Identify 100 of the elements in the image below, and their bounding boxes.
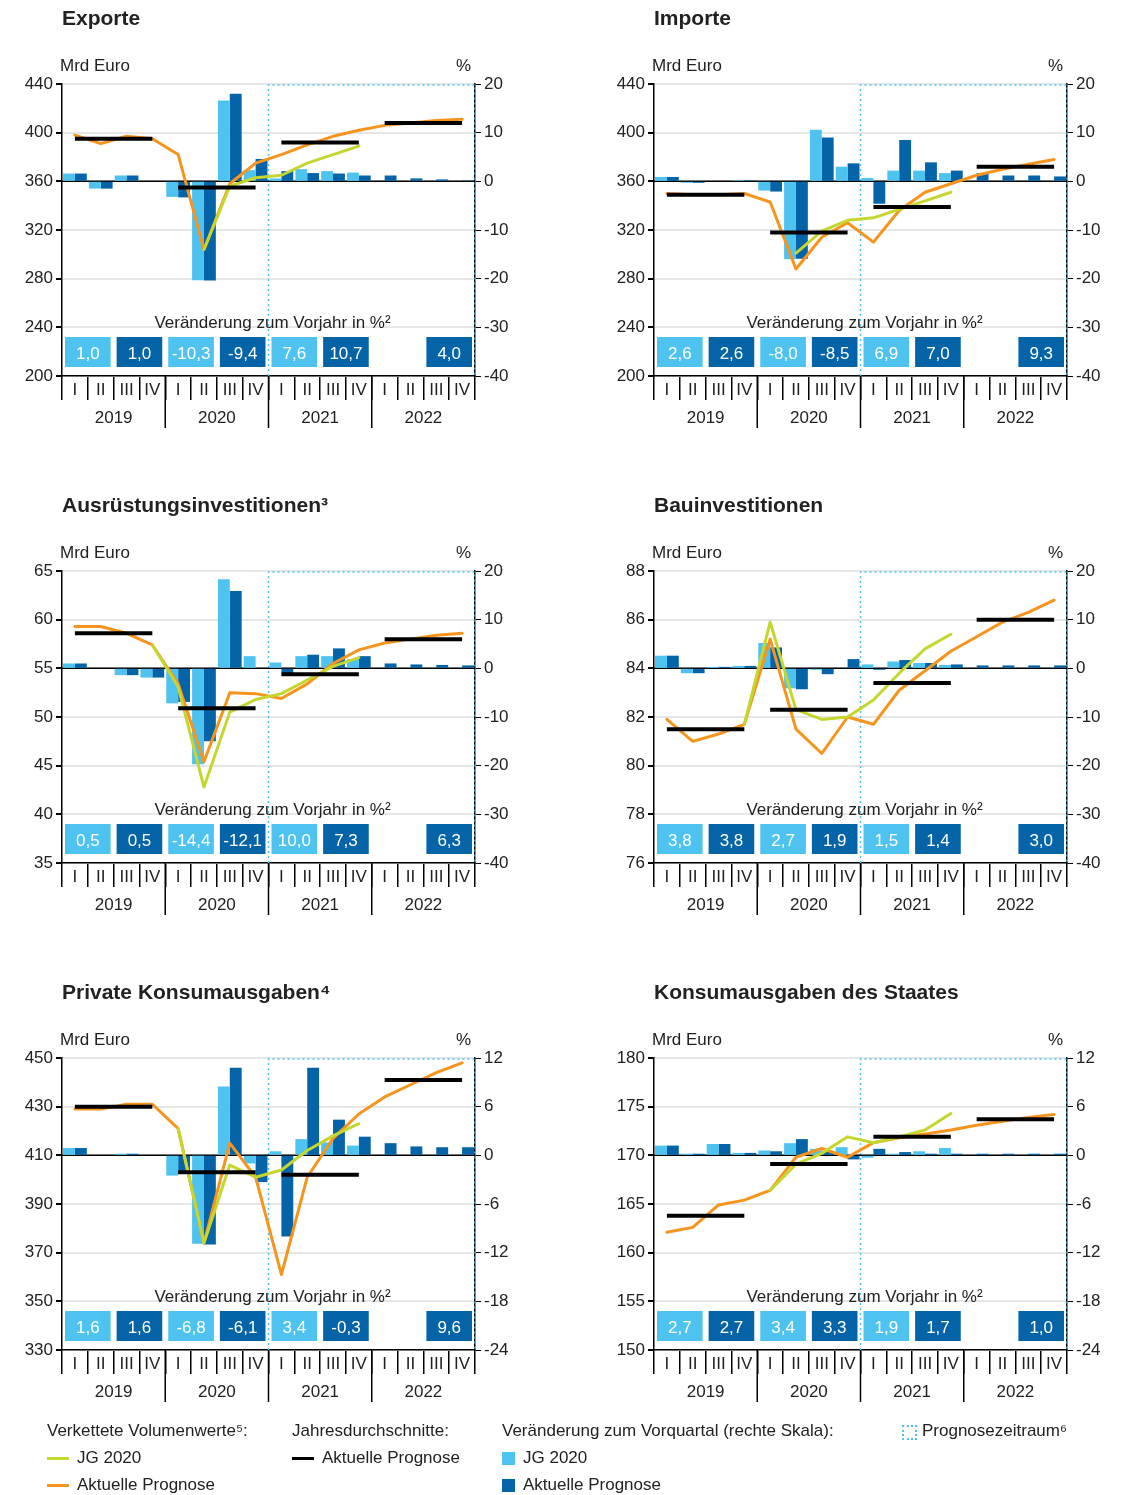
x-tick-label: II — [894, 379, 904, 399]
bar — [1054, 665, 1066, 668]
annotation: -9,4 — [228, 344, 258, 363]
text: 2020 — [789, 408, 828, 427]
y-tick-label: 160 — [616, 1242, 645, 1262]
x-tick-label: II — [302, 379, 312, 399]
annotation: 0,5 — [127, 831, 152, 850]
bar — [384, 1143, 397, 1155]
chart-title: Ausrüstungsinvestitionen³ — [62, 493, 329, 517]
y2-tick-label: 12 — [1076, 1047, 1095, 1067]
x-tick-label: III — [119, 1353, 134, 1373]
bar — [295, 656, 308, 668]
bar — [217, 100, 230, 181]
y2-tick-label: 10 — [1076, 122, 1095, 142]
y2-tick-label: -10 — [1076, 219, 1101, 239]
bar — [88, 181, 101, 189]
x-tick-label: III — [222, 866, 237, 886]
x-tick-label: III — [814, 379, 829, 399]
bar — [770, 1151, 783, 1155]
legend-label: Aktuelle Prognose — [77, 1475, 215, 1494]
bar — [436, 1147, 449, 1155]
bar — [74, 1148, 87, 1155]
y-tick-label: 40 — [34, 804, 53, 824]
annotation: -8,5 — [820, 344, 850, 363]
bar — [100, 181, 113, 189]
bar — [835, 166, 848, 181]
y-axis-title: Mrd Euro — [60, 56, 130, 75]
y2-tick-label: 6 — [1076, 1096, 1086, 1116]
x-tick-label: III — [711, 866, 726, 886]
text: 2019 — [686, 1382, 725, 1401]
annotation: 3,0 — [1029, 831, 1054, 850]
x-tick-label: II — [405, 379, 416, 399]
bar — [795, 668, 808, 690]
annotation: -6,1 — [228, 1318, 258, 1337]
y2-tick-label: -40 — [484, 365, 509, 385]
x-tick-label: III — [325, 379, 341, 399]
x-tick-label: IV — [350, 379, 368, 399]
y2-tick-label: -20 — [1076, 268, 1101, 288]
y-tick-label: 55 — [34, 658, 53, 678]
x-tick-label: III — [814, 1353, 829, 1373]
y2-tick-label: -10 — [484, 706, 509, 726]
x-tick-label: I — [767, 1353, 773, 1373]
y-tick-label: 280 — [24, 268, 53, 288]
bar — [166, 181, 179, 197]
bar — [346, 1145, 359, 1155]
x-tick-label: IV — [839, 379, 857, 399]
y2-tick-label: 0 — [1076, 171, 1086, 191]
bar — [758, 181, 771, 191]
y-tick-label: 330 — [24, 1339, 53, 1359]
annotation: 6,9 — [874, 344, 899, 363]
bar — [346, 172, 359, 181]
annotation: 1,0 — [127, 344, 152, 363]
annotation: -8,0 — [768, 344, 798, 363]
bar — [873, 181, 886, 204]
annotation: 2,7 — [667, 1318, 692, 1337]
y-axis-title: Mrd Euro — [60, 543, 130, 562]
chart-title: Exporte — [62, 6, 141, 30]
x-tick-label: I — [175, 1353, 181, 1373]
y2-tick-label: -12 — [1076, 1242, 1101, 1262]
annotation: 1,0 — [75, 344, 100, 363]
x-tick-label: III — [1021, 1353, 1036, 1373]
x-tick-label: I — [279, 379, 284, 399]
bar — [950, 664, 963, 668]
y-tick-label: 350 — [24, 1291, 53, 1311]
bar — [938, 664, 951, 668]
annotation: -10,3 — [171, 344, 211, 363]
text: Jahresdurchschnitte: — [292, 1421, 449, 1441]
y2-tick-label: 0 — [484, 171, 494, 191]
y-tick-label: 170 — [616, 1145, 645, 1165]
text: Verkettete Volumenwerte⁵: — [47, 1421, 248, 1441]
chart-title: Bauinvestitionen — [654, 493, 824, 517]
y2-axis-title: % — [455, 543, 471, 562]
text: 2021 — [301, 895, 340, 914]
bar — [307, 654, 320, 668]
x-tick-label: I — [72, 379, 78, 399]
bar — [821, 668, 834, 675]
y2-axis-title: % — [455, 1030, 471, 1049]
annotation: Veränderung zum Vorjahr in %² — [746, 1287, 983, 1306]
x-tick-label: II — [687, 866, 698, 886]
x-tick-label: II — [199, 379, 209, 399]
y2-axis-title: % — [1047, 543, 1063, 562]
bar — [899, 1152, 912, 1155]
y-tick-label: 390 — [24, 1193, 53, 1213]
annotation: 2,6 — [667, 344, 692, 363]
annotation: 1,9 — [822, 831, 847, 850]
annotation: 7,6 — [282, 344, 307, 363]
y-tick-label: 400 — [24, 122, 53, 142]
annotation: 9,6 — [437, 1318, 462, 1337]
text: Veränderung zum Vorquartal (rechte Skala): — [502, 1421, 834, 1441]
annotation: 1,7 — [926, 1318, 950, 1337]
x-tick-label: III — [1021, 866, 1036, 886]
x-tick-label: III — [429, 379, 444, 399]
bar — [307, 173, 320, 181]
annotation: 1,0 — [1029, 1318, 1054, 1337]
y2-axis-title: % — [1047, 1030, 1063, 1049]
x-tick-label: III — [917, 379, 933, 399]
x-tick-label: III — [711, 379, 726, 399]
y-tick-label: 320 — [24, 219, 53, 239]
x-tick-label: IV — [144, 866, 162, 886]
y2-tick-label: -30 — [1076, 804, 1101, 824]
